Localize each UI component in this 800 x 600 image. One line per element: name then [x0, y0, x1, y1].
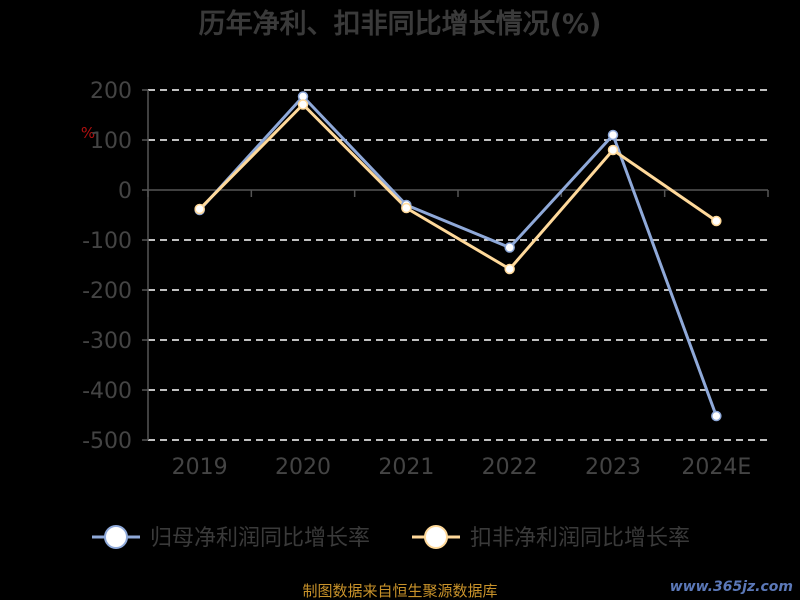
y-axis-unit: %: [81, 124, 95, 142]
x-tick-label: 2019: [172, 455, 228, 480]
legend-marker-1: [104, 525, 128, 549]
series-line-2: [198, 103, 718, 271]
data-point: [297, 99, 309, 110]
y-tick-label: 0: [118, 179, 132, 204]
y-tick-labels: 200 100 0 -100 -200 -300 -400 -500: [82, 79, 132, 454]
x-tick-label: 2020: [275, 455, 331, 480]
y-tick-label: -500: [82, 429, 132, 454]
legend-label-2: 扣非净利润同比增长率: [470, 526, 690, 551]
data-point: [607, 129, 619, 141]
data-source-note: 制图数据来自恒生聚源数据库: [302, 582, 497, 600]
y-tick-label: -400: [82, 379, 132, 404]
x-tick-label: 2024E: [681, 455, 751, 480]
data-point: [711, 215, 722, 227]
x-tick-label: 2023: [585, 455, 641, 480]
chart-title: 历年净利、扣非同比增长情况(%): [199, 8, 602, 40]
data-point: [194, 203, 205, 215]
data-point: [401, 202, 412, 214]
data-point: [504, 263, 515, 275]
legend-marker-2: [424, 525, 448, 549]
x-tick-labels: 2019 2020 2021 2022 2023 2024E: [172, 455, 752, 480]
axes: [147, 90, 769, 440]
legend-label-1: 归母净利润同比增长率: [150, 526, 370, 551]
y-tick-label: -300: [82, 329, 132, 354]
x-tick-label: 2021: [378, 455, 434, 480]
y-tick-label: 100: [90, 129, 132, 154]
y-tick-label: 200: [90, 79, 132, 104]
grid: [142, 89, 768, 441]
data-point: [711, 410, 722, 422]
legend: 归母净利润同比增长率 扣非净利润同比增长率: [92, 525, 690, 551]
series-points: [194, 91, 722, 422]
watermark: www.365jz.com: [670, 579, 793, 595]
series-line-1: [198, 95, 718, 417]
data-point: [607, 144, 619, 156]
y-tick-label: -100: [82, 229, 132, 254]
data-point: [504, 242, 515, 253]
x-tick-label: 2022: [482, 455, 538, 480]
series-lines: [198, 95, 718, 417]
y-tick-label: -200: [82, 279, 132, 304]
